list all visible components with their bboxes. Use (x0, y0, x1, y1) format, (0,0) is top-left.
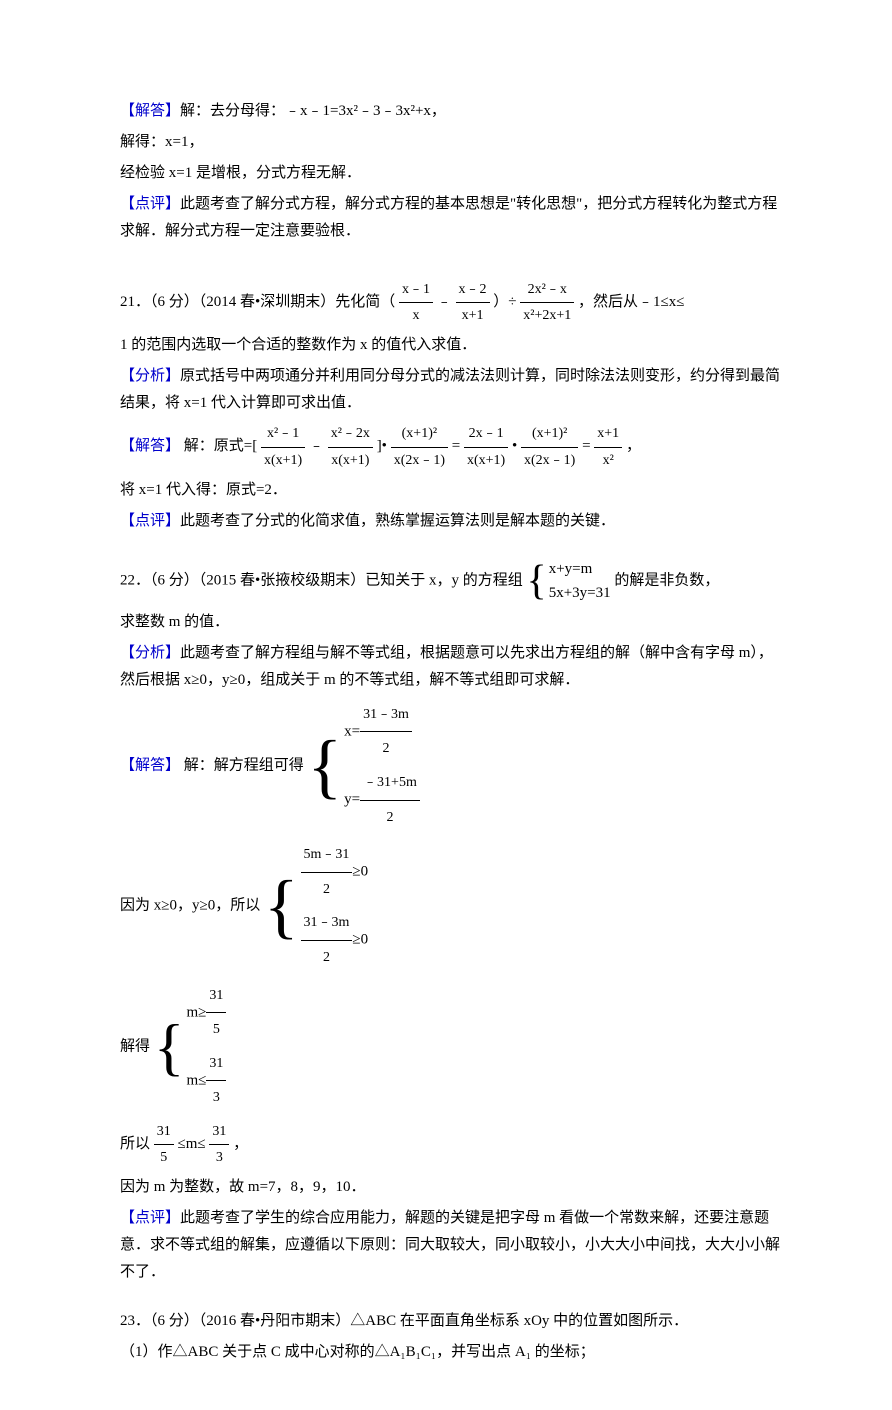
prefix: 解：解方程组可得 (184, 757, 304, 773)
prefix: 因为 x≥0，y≥0，所以 (120, 898, 260, 914)
text: 此题考查了解分式方程，解分式方程的基本思想是"转化思想"，把分式方程转化为整式方… (120, 196, 777, 239)
q22-solve: 【解答】 解：解方程组可得 { x=31﹣3m2 y=﹣31+5m2 (120, 698, 787, 834)
minus: ﹣ (437, 294, 452, 310)
fraction: (x+1)²x(2x﹣1) (391, 421, 448, 472)
q20-solve: 【解答】解：去分母得：﹣x﹣1=3x²﹣3﹣3x²+x， (120, 98, 787, 125)
prefix: 22．（6 分）（2015 春•张掖校级期末）已知关于 x，y 的方程组 (120, 572, 523, 588)
mid: ）÷ (493, 294, 516, 310)
solve-label: 【解答】 (120, 103, 180, 119)
prefix: 21．（6 分）（2014 春•深圳期末）先化简（ (120, 294, 395, 310)
prefix: 解：原式=[ (184, 439, 257, 455)
end: ， (626, 439, 641, 455)
text: 此题考查了解方程组与解不等式组，根据题意可以先求出方程组的解（解中含有字母 m）… (120, 645, 773, 688)
analysis-label: 【分析】 (120, 368, 180, 384)
suffix: 的解是非负数， (614, 572, 719, 588)
inequality-brace: { 5m﹣312≥0 31﹣3m2≥0 (264, 838, 368, 974)
op: ﹣ (309, 439, 324, 455)
solution-brace: { x=31﹣3m2 y=﹣31+5m2 (308, 698, 420, 834)
review-label: 【点评】 (120, 1210, 180, 1226)
review-label: 【点评】 (120, 513, 180, 529)
solve-label: 【解答】 (120, 439, 180, 455)
fraction: 315 (154, 1119, 174, 1170)
text: 此题考查了学生的综合应用能力，解题的关键是把字母 m 看做一个常数来解，还要注意… (120, 1210, 780, 1280)
q23-line1: 23．（6 分）（2016 春•丹阳市期末）△ABC 在平面直角坐标系 xOy … (120, 1308, 787, 1335)
op: = (582, 439, 590, 455)
document-page: 【解答】解：去分母得：﹣x﹣1=3x²﹣3﹣3x²+x， 解得：x=1， 经检验… (0, 0, 892, 1410)
q20-review: 【点评】此题考查了解分式方程，解分式方程的基本思想是"转化思想"，把分式方程转化… (120, 191, 787, 245)
q22-line2: 求整数 m 的值． (120, 609, 787, 636)
q22-solve-get: 解得 { m≥315 m≤313 (120, 979, 787, 1115)
fraction: x²﹣2xx(x+1) (328, 421, 373, 472)
op: = (452, 439, 460, 455)
q22-ineq: 因为 x≥0，y≥0，所以 { 5m﹣312≥0 31﹣3m2≥0 (120, 838, 787, 974)
prefix: 解得 (120, 1038, 150, 1054)
q20-line2: 解得：x=1， (120, 129, 787, 156)
q22-review: 【点评】此题考查了学生的综合应用能力，解题的关键是把字母 m 看做一个常数来解，… (120, 1205, 787, 1286)
fraction: x²﹣1x(x+1) (261, 421, 305, 472)
review-label: 【点评】 (120, 196, 180, 212)
text: 解：去分母得：﹣x﹣1=3x²﹣3﹣3x²+x， (180, 103, 446, 119)
q21-review: 【点评】此题考查了分式的化简求值，熟练掌握运算法则是解本题的关键． (120, 508, 787, 535)
fraction: x﹣1x (399, 277, 433, 328)
op: • (512, 439, 517, 455)
fraction: 313 (209, 1119, 229, 1170)
suffix: ，然后从﹣1≤x≤ (578, 294, 684, 310)
q22-stem: 22．（6 分）（2015 春•张掖校级期末）已知关于 x，y 的方程组 { x… (120, 557, 787, 605)
q21-analysis: 【分析】原式括号中两项通分并利用同分母分式的减法法则计算，同时除法法则变形，约分… (120, 363, 787, 417)
q21-stem: 21．（6 分）（2014 春•深圳期末）先化简（ x﹣1x ﹣ x﹣2x+1 … (120, 277, 787, 328)
q22-range: 所以 315 ≤m≤ 313 ， (120, 1119, 787, 1170)
fraction: 2x﹣1x(x+1) (464, 421, 508, 472)
q21-line2: 1 的范围内选取一个合适的整数作为 x 的值代入求值． (120, 332, 787, 359)
so: 所以 (120, 1136, 150, 1152)
fraction: x+1x² (594, 421, 622, 472)
text: 此题考查了分式的化简求值，熟练掌握运算法则是解本题的关键． (180, 513, 615, 529)
system-brace: { x+y=m 5x+3y=31 (527, 557, 611, 605)
fraction: 2x²﹣xx²+2x+1 (520, 277, 574, 328)
comma: ， (233, 1136, 248, 1152)
op: ≤m≤ (178, 1136, 206, 1152)
q20-line3: 经检验 x=1 是增根，分式方程无解． (120, 160, 787, 187)
q21-sub: 将 x=1 代入得：原式=2． (120, 477, 787, 504)
fraction: (x+1)²x(2x﹣1) (521, 421, 578, 472)
solve-label: 【解答】 (120, 757, 180, 773)
fraction: x﹣2x+1 (456, 277, 490, 328)
q22-analysis: 【分析】此题考查了解方程组与解不等式组，根据题意可以先求出方程组的解（解中含有字… (120, 640, 787, 694)
q23-line2: （1）作△ABC 关于点 C 成中心对称的△A₁B₁C₁，并写出点 A₁ 的坐标… (120, 1339, 787, 1366)
q22-conclusion: 因为 m 为整数，故 m=7，8，9，10． (120, 1174, 787, 1201)
analysis-label: 【分析】 (120, 645, 180, 661)
result-brace: { m≥315 m≤313 (154, 979, 227, 1115)
q21-solve: 【解答】 解：原式=[ x²﹣1x(x+1) ﹣ x²﹣2xx(x+1) ]• … (120, 421, 787, 472)
op: ]• (377, 439, 387, 455)
text: 原式括号中两项通分并利用同分母分式的减法法则计算，同时除法法则变形，约分得到最简… (120, 368, 780, 411)
